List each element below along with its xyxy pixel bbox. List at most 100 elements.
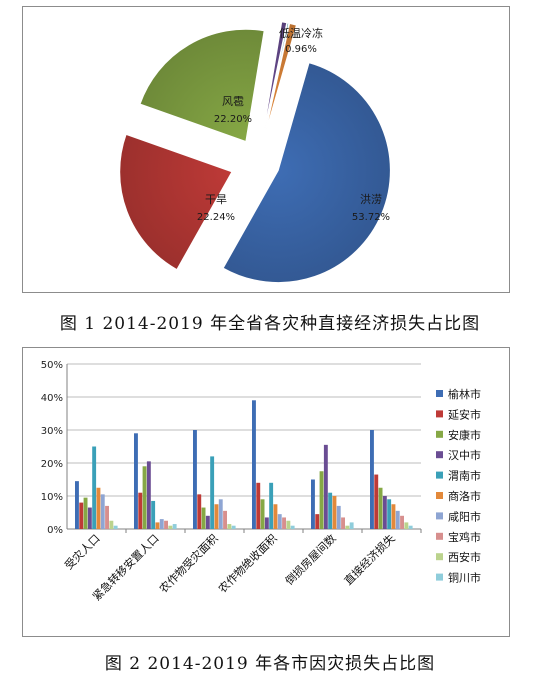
bar-2-7 xyxy=(223,510,227,529)
y-tick-label: 0% xyxy=(47,525,63,536)
bar-0-0 xyxy=(75,481,79,529)
bar-4-4 xyxy=(328,492,333,529)
pie-label-1: 干旱 xyxy=(205,193,227,206)
pie-slice-0 xyxy=(222,62,391,283)
pie-slice-4 xyxy=(263,22,290,133)
legend-swatch xyxy=(436,430,443,438)
y-tick-label: 10% xyxy=(41,492,63,503)
x-category-label: 受灾人口 xyxy=(62,531,103,572)
legend-swatch xyxy=(436,451,443,459)
bar-3-4 xyxy=(269,482,274,529)
legend-label: 榆林市 xyxy=(448,387,481,401)
pie-value-label-2: 22.20% xyxy=(214,114,252,125)
legend-label: 西安市 xyxy=(448,550,481,564)
y-tick-label: 50% xyxy=(41,360,63,371)
legend-swatch xyxy=(436,512,443,520)
bar-1-3 xyxy=(146,461,151,529)
legend-label: 渭南市 xyxy=(448,469,481,483)
bar-5-3 xyxy=(382,496,387,529)
bar-2-3 xyxy=(205,515,210,529)
legend-swatch xyxy=(436,390,443,397)
pie-value-label-5: 0.96% xyxy=(285,44,317,55)
legend-label: 宝鸡市 xyxy=(448,530,481,544)
bar-5-9 xyxy=(408,525,413,529)
bar-0-1 xyxy=(79,502,84,529)
bar-0-9 xyxy=(113,525,118,529)
bar-2-9 xyxy=(231,525,236,529)
bar-2-1 xyxy=(197,494,202,529)
legend-swatch xyxy=(436,492,443,499)
bar-1-7 xyxy=(164,520,168,529)
bar-chart: 0%10%20%30%40%50%受灾人口紧急转移安置人口农作物受灾面积农作物绝… xyxy=(41,360,481,603)
legend-swatch xyxy=(436,573,443,581)
bar-2-2 xyxy=(201,507,206,529)
bar-2-4 xyxy=(210,456,215,529)
pie-chart-frame: 洪涝 53.72% 干旱 22.24% 风雹 22.20% 低温冷冻 0.96% xyxy=(22,6,510,293)
legend-swatch xyxy=(436,532,443,540)
bar-3-8 xyxy=(286,520,291,529)
bar-0-8 xyxy=(109,520,114,529)
legend-label: 安康市 xyxy=(448,428,481,442)
bar-0-5 xyxy=(96,487,101,529)
pie-slice-5 xyxy=(265,23,297,134)
bar-2-8 xyxy=(227,524,232,529)
bar-1-4 xyxy=(151,500,156,529)
bar-1-9 xyxy=(172,524,177,529)
bar-4-2 xyxy=(319,471,324,529)
legend-label: 延安市 xyxy=(448,407,481,421)
bar-5-5 xyxy=(391,504,396,529)
pie-slice-2 xyxy=(139,28,265,142)
bar-3-3 xyxy=(264,517,269,529)
bar-0-4 xyxy=(92,446,97,529)
bar-3-5 xyxy=(273,504,278,529)
figure-1-caption: 图 1 2014-2019 年全省各灾种直接经济损失占比图 xyxy=(59,314,481,334)
x-category-label: 倒损房屋间数 xyxy=(282,531,339,588)
bar-4-9 xyxy=(349,522,354,529)
bar-1-0 xyxy=(134,433,138,529)
legend-label: 商洛市 xyxy=(448,489,481,503)
bar-5-1 xyxy=(374,474,379,529)
bar-3-0 xyxy=(252,400,256,529)
pie-value-label-1: 22.24% xyxy=(197,212,235,223)
bar-0-2 xyxy=(83,497,88,529)
bar-0-6 xyxy=(100,494,105,529)
y-tick-label: 30% xyxy=(41,426,63,437)
pie-chart: 洪涝 53.72% 干旱 22.24% 风雹 22.20% 低温冷冻 0.96% xyxy=(119,21,391,283)
pie-slice-3 xyxy=(263,21,288,133)
bar-1-5 xyxy=(155,522,160,529)
bar-2-0 xyxy=(193,430,197,529)
bar-3-9 xyxy=(290,525,295,529)
x-category-label: 直接经济损失 xyxy=(341,531,398,588)
bar-4-0 xyxy=(311,479,315,529)
bar-5-4 xyxy=(387,499,392,529)
bar-0-3 xyxy=(87,507,92,529)
bar-5-7 xyxy=(400,515,404,529)
y-tick-label: 40% xyxy=(41,393,63,404)
pie-label-0: 洪涝 xyxy=(360,192,382,206)
legend-swatch xyxy=(436,553,443,561)
bar-1-2 xyxy=(142,466,147,529)
pie-slice-1 xyxy=(119,134,233,270)
bar-1-1 xyxy=(138,492,143,529)
bar-5-8 xyxy=(404,522,409,529)
bar-3-7 xyxy=(282,517,286,529)
pie-label-5: 低温冷冻 xyxy=(279,26,323,40)
bar-2-6 xyxy=(218,499,223,529)
bar-5-6 xyxy=(395,510,400,529)
y-tick-label: 20% xyxy=(41,459,63,470)
legend-label: 汉中市 xyxy=(448,448,481,462)
bar-4-8 xyxy=(345,525,350,529)
bar-5-0 xyxy=(370,430,374,529)
bar-chart-frame: 0% 10% 20% 30% 40% 50% 受灾人口 紧急转移安置人口 农作物受灾面积 农作物绝… xyxy=(22,347,510,637)
bar-4-1 xyxy=(315,514,320,529)
pie-value-label-0: 53.72% xyxy=(352,212,390,223)
figure-2-caption: 图 2 2014-2019 年各市因灾损失占比图 xyxy=(104,654,436,674)
bar-4-7 xyxy=(341,517,345,529)
bar-1-8 xyxy=(168,525,173,529)
bar-0-7 xyxy=(105,505,109,529)
legend-swatch xyxy=(436,471,443,479)
bar-1-6 xyxy=(159,519,164,529)
legend-label: 咸阳市 xyxy=(448,509,481,523)
x-category-label: 农作物绝收面积 xyxy=(215,531,279,595)
